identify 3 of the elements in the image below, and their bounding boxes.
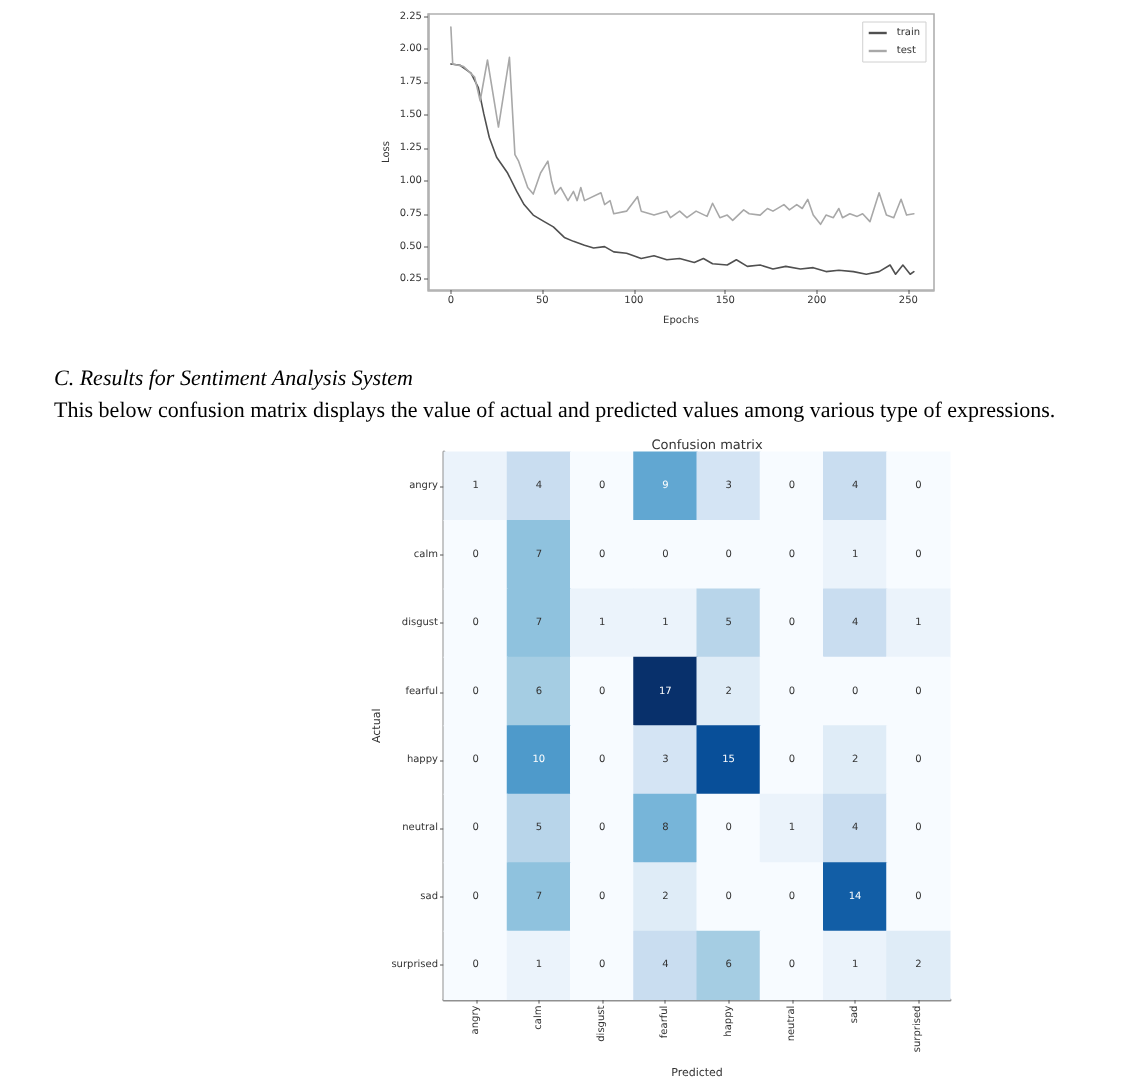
text: C. Results for Sentiment Analysis System [54,367,414,391]
text: This below confusion matrix displays the value of actual and predicted values among various type of expressions. [54,399,1056,423]
line-series [450,63,915,276]
